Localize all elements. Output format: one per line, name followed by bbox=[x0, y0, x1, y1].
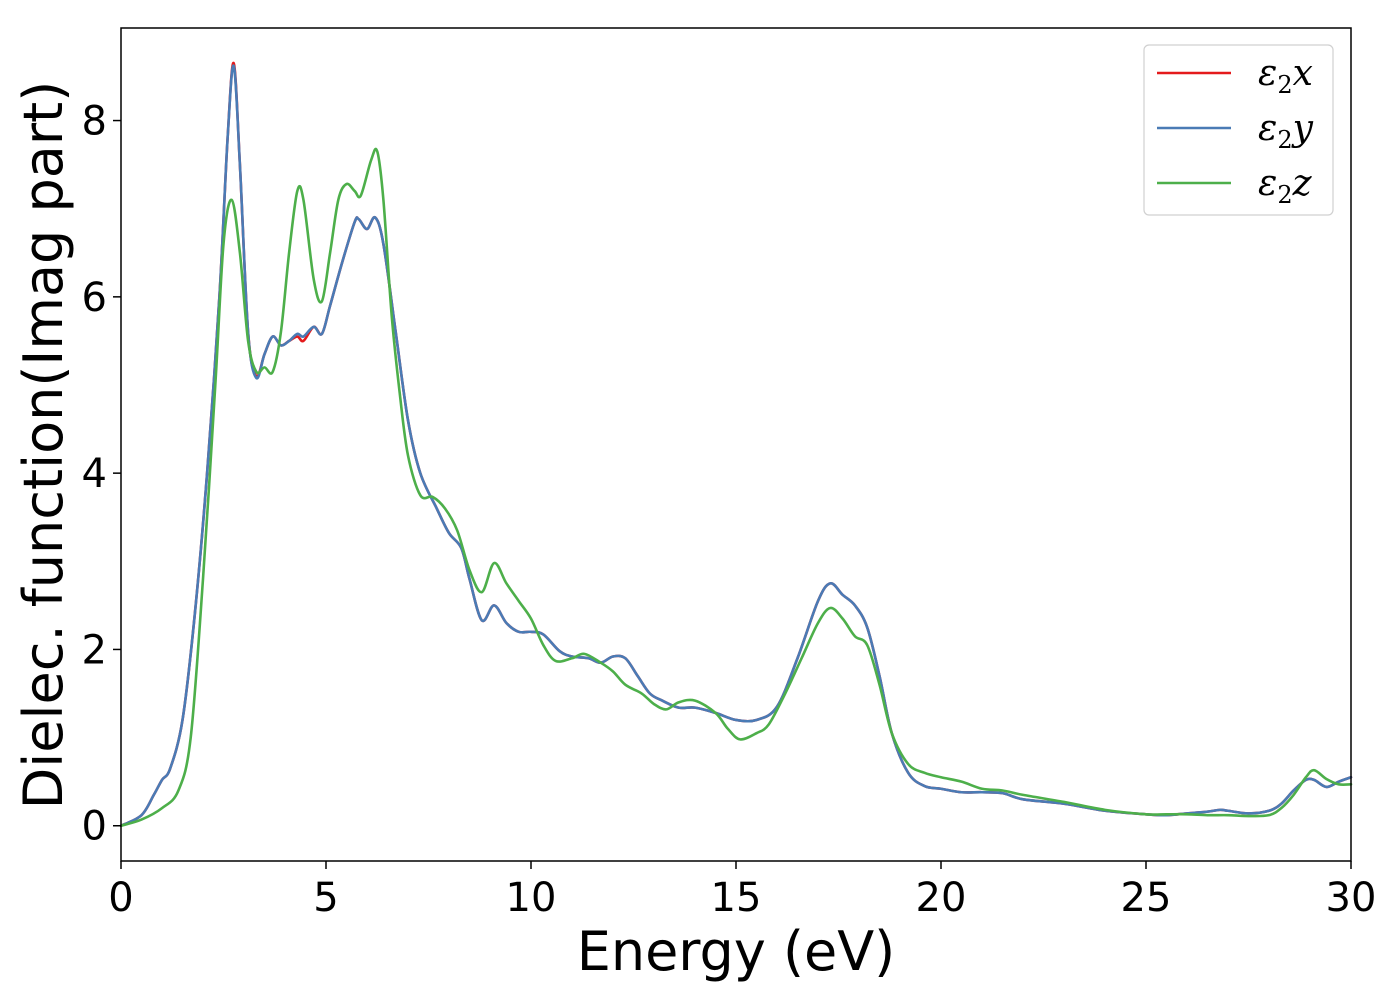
y-tick-label: 6 bbox=[82, 275, 107, 321]
x-tick-label: 30 bbox=[1326, 875, 1377, 921]
x-axis-label: Energy (eV) bbox=[577, 920, 896, 983]
series-line-z bbox=[119, 147, 1353, 828]
series-layer bbox=[119, 61, 1353, 828]
y-tick-label: 0 bbox=[82, 804, 107, 850]
ticks-layer: 0 5 10 15 20 25 30 0 2 4 6 8 bbox=[82, 99, 1377, 921]
y-tick-label: 8 bbox=[82, 99, 107, 145]
y-tick-label: 2 bbox=[82, 627, 107, 673]
legend-box bbox=[1143, 44, 1334, 216]
legend-label-y: ε2y bbox=[1258, 108, 1314, 154]
legend: ε2x ε2y ε2z bbox=[1143, 44, 1334, 216]
x-tick-label: 5 bbox=[313, 875, 338, 921]
legend-label-z: ε2z bbox=[1258, 163, 1313, 209]
x-tick-label: 10 bbox=[506, 875, 557, 921]
x-tick-label: 0 bbox=[108, 875, 133, 921]
x-tick-label: 20 bbox=[916, 875, 967, 921]
x-tick-label: 15 bbox=[711, 875, 762, 921]
x-tick-label: 25 bbox=[1121, 875, 1172, 921]
y-tick-label: 4 bbox=[82, 451, 107, 497]
y-axis-label: Dielec. function(Imag part) bbox=[12, 81, 75, 810]
legend-label-x: ε2x bbox=[1258, 53, 1313, 99]
